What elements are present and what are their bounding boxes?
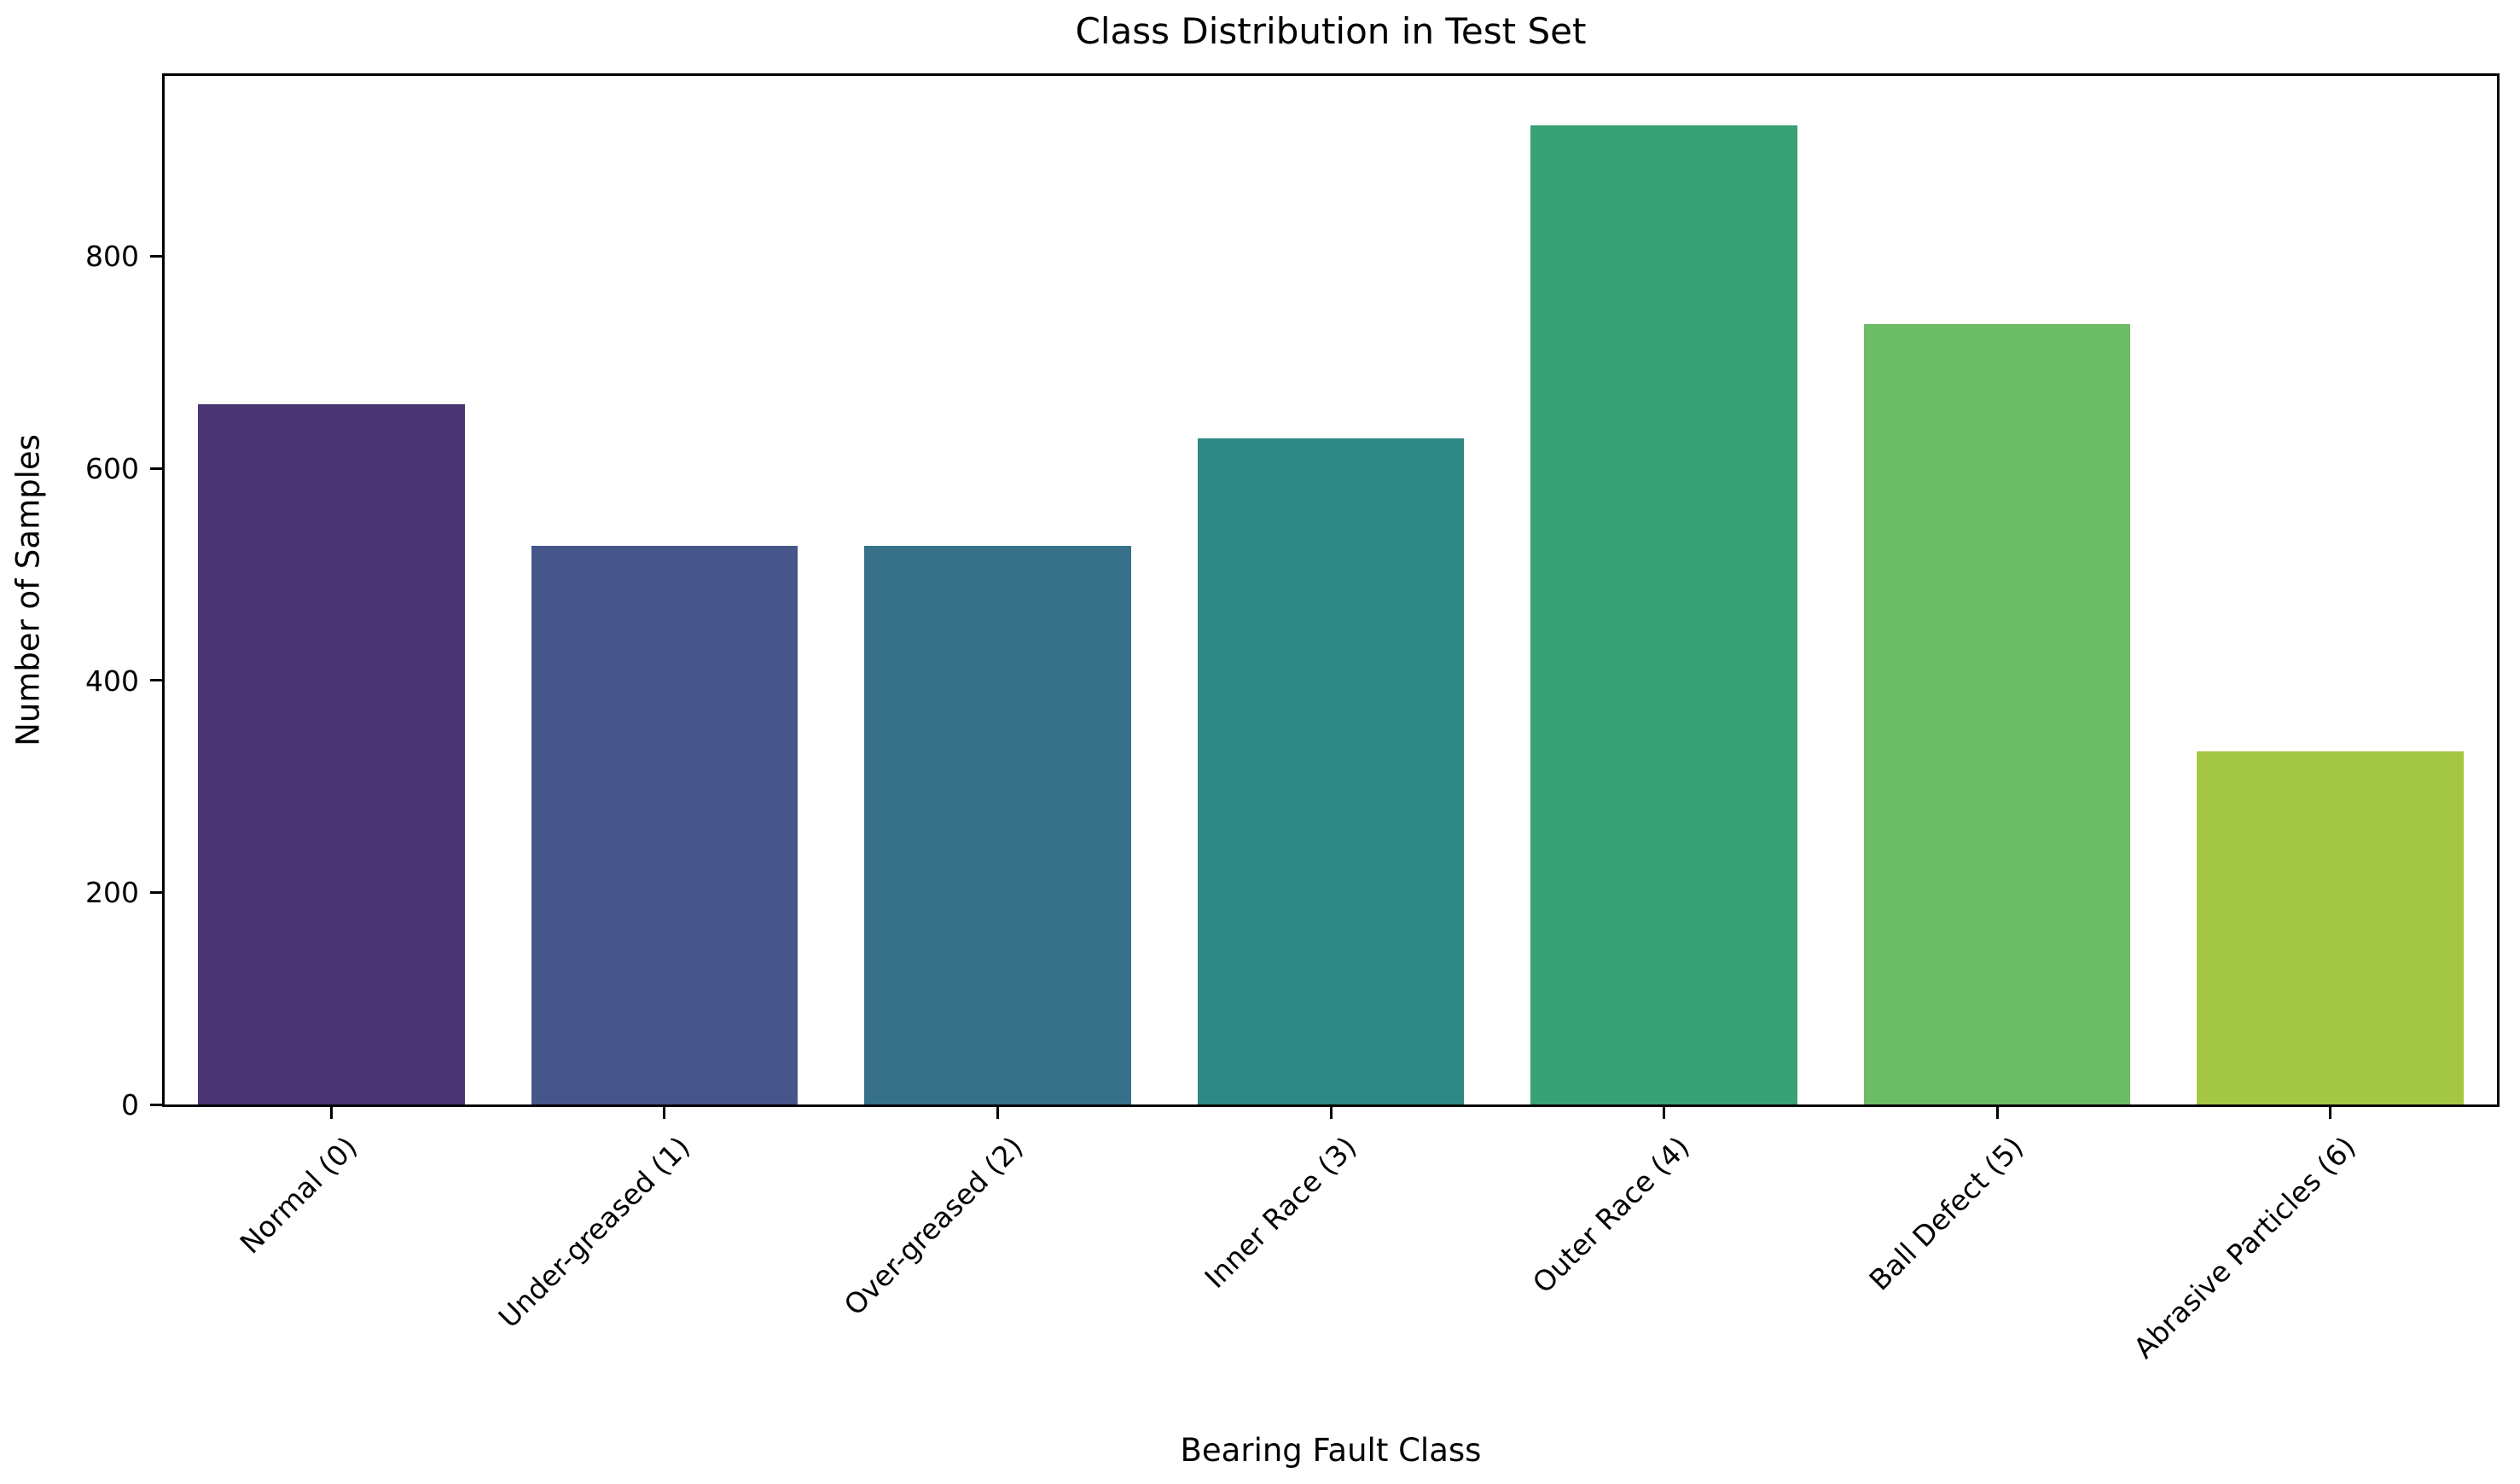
x-tick-label: Outer Race (4) [1526, 1129, 1697, 1300]
x-tick-mark [1663, 1107, 1666, 1119]
y-tick-label: 800 [85, 240, 139, 274]
x-tick-label: Normal (0) [233, 1129, 363, 1261]
x-tick-mark [663, 1107, 666, 1119]
y-tick-mark [150, 679, 162, 682]
bar-abrasive-particles-6 [2197, 751, 2464, 1104]
bar-normal-0 [198, 404, 465, 1104]
x-tick-mark [1329, 1107, 1333, 1119]
x-axis-label: Bearing Fault Class [1180, 1432, 1482, 1469]
y-tick-mark [150, 467, 162, 470]
bar-inner-race-3 [1197, 438, 1465, 1104]
y-tick-label: 600 [85, 452, 139, 486]
x-tick-label: Over-greased (2) [837, 1129, 1030, 1322]
x-tick-mark [996, 1107, 999, 1119]
y-tick-mark [150, 890, 162, 894]
y-axis-label: Number of Samples [9, 434, 47, 746]
y-tick-mark [150, 254, 162, 258]
y-tick-label: 0 [121, 1088, 139, 1122]
x-tick-mark [2329, 1107, 2332, 1119]
x-tick-label: Ball Defect (5) [1861, 1129, 2029, 1297]
bar-over-greased-2 [864, 545, 1131, 1104]
y-tick-label: 200 [85, 876, 139, 910]
y-tick-mark [150, 1103, 162, 1106]
x-tick-label: Inner Race (3) [1198, 1129, 1363, 1295]
plot-area: 0 200 400 600 800 Normal (0) Under-greased (1)… [85, 73, 2500, 1365]
bar-ball-defect-5 [1863, 323, 2131, 1104]
x-tick-mark [329, 1107, 333, 1119]
bar-under-greased-1 [531, 545, 798, 1104]
x-tick-label: Abrasive Particles (6) [2127, 1129, 2363, 1365]
chart-title: Class Distribution in Test Set [1075, 10, 1587, 52]
bar-outer-race-4 [1530, 125, 1797, 1104]
x-tick-label: Under-greased (1) [491, 1129, 697, 1335]
y-tick-label: 400 [85, 664, 139, 698]
x-tick-mark [1995, 1107, 1999, 1119]
